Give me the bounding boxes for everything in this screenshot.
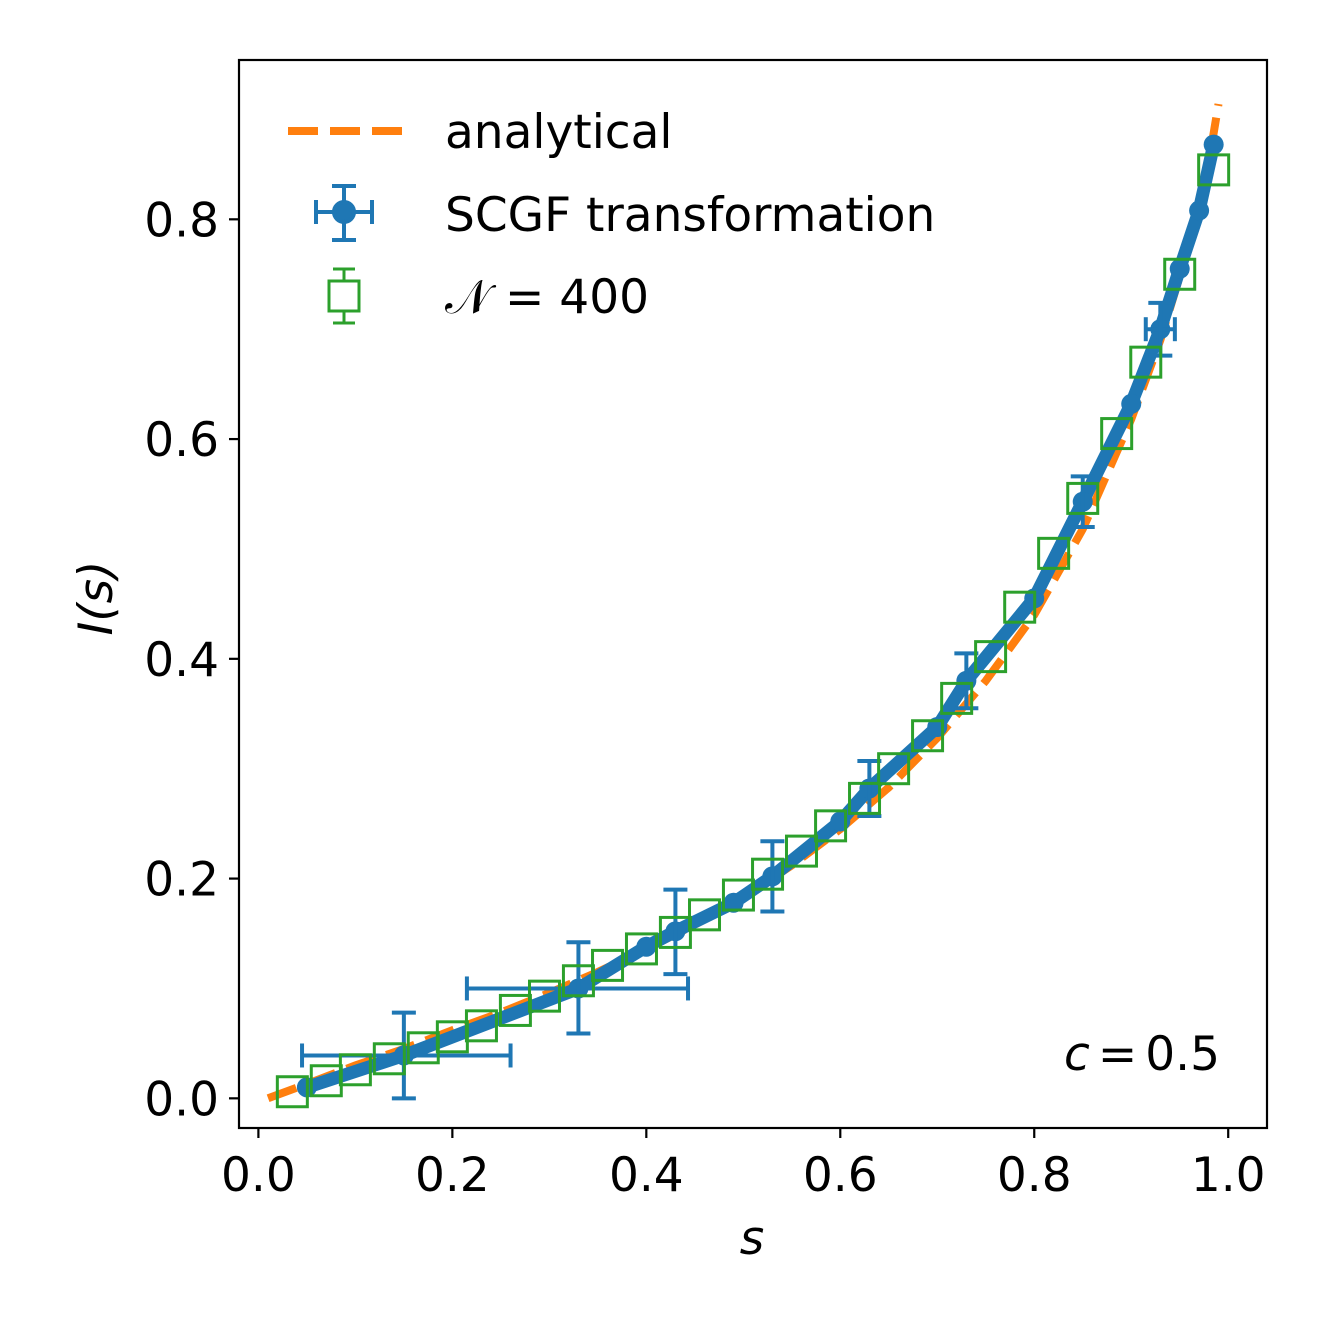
scgf-point: [1203, 134, 1224, 155]
n400-point: [527, 979, 561, 1013]
n400-point: [1037, 536, 1071, 570]
scgf-point: [1189, 200, 1210, 221]
legend-n400-label: 𝒩 = 400: [445, 270, 649, 325]
n400-point: [721, 878, 755, 912]
scgf-line: [300, 138, 1221, 1094]
n400-point: [1066, 481, 1100, 515]
plot-frame: [237, 58, 1269, 1130]
y-tick-label: 0.2: [144, 853, 219, 908]
scgf-point: [636, 936, 657, 957]
n400-point: [338, 1053, 372, 1087]
n400-point: [658, 915, 692, 949]
squares-layer: [275, 153, 1231, 1109]
n400-point: [1197, 153, 1231, 187]
n400-point: [751, 857, 785, 891]
legend-analytical-label: analytical: [445, 105, 672, 160]
y-tick-label: 0.0: [144, 1072, 219, 1127]
scgf-point: [1169, 258, 1190, 279]
x-tick-label: 0.8: [997, 1148, 1072, 1203]
plot-area: [266, 103, 1231, 1109]
x-tick-label: 1.0: [1191, 1148, 1266, 1203]
n400-point: [624, 932, 658, 966]
x-axis-label: s: [740, 1211, 765, 1266]
n400-point: [275, 1075, 309, 1109]
legend-n400-swatch: [327, 267, 361, 325]
scgf-point: [723, 892, 744, 913]
c-annotation: c = 0.5: [1064, 1027, 1220, 1082]
n400-point: [940, 681, 974, 715]
x-tick-label: 0.0: [221, 1148, 296, 1203]
scgf-errorbar: [1143, 300, 1177, 358]
y-axis: 0.0 0.2 0.4 0.6 0.8: [144, 193, 239, 1127]
n400-point: [1129, 345, 1163, 379]
y-axis-label: I(s): [69, 560, 124, 635]
x-tick-label: 0.6: [803, 1148, 878, 1203]
n400-point: [372, 1042, 406, 1076]
scgf-errorbar: [663, 887, 688, 977]
x-axis: 0.0 0.2 0.4 0.6 0.8 1.0: [221, 1128, 1266, 1203]
y-tick-label: 0.6: [144, 413, 219, 468]
n400-point: [464, 1009, 498, 1043]
n400-point: [1163, 257, 1197, 291]
n400-point: [591, 948, 625, 982]
n400-point: [974, 640, 1008, 674]
n400-point: [1003, 590, 1037, 624]
scgf-point: [830, 811, 851, 832]
n400-point: [688, 898, 722, 932]
legend-scgf-swatch: [314, 184, 374, 242]
n400-point: [877, 752, 911, 786]
x-tick-label: 0.4: [609, 1148, 684, 1203]
analytical-line: [266, 103, 1223, 1103]
n400-point: [848, 781, 882, 815]
n400-point: [814, 809, 848, 843]
scgf-point: [1121, 393, 1142, 414]
scgf-errorbar: [760, 839, 785, 914]
x-tick-label: 0.2: [415, 1148, 490, 1203]
analytical-layer: [266, 103, 1223, 1103]
n400-point: [1100, 417, 1134, 451]
scgf-layer: [296, 134, 1224, 1101]
legend: analytical SCGF transformation 𝒩 = 400: [288, 105, 935, 325]
n400-point: [784, 834, 818, 868]
y-tick-label: 0.8: [144, 193, 219, 248]
scgf-errorbar: [464, 940, 691, 1036]
n400-point: [911, 719, 945, 753]
legend-scgf-label: SCGF transformation: [445, 188, 935, 243]
y-tick-label: 0.4: [144, 633, 219, 688]
